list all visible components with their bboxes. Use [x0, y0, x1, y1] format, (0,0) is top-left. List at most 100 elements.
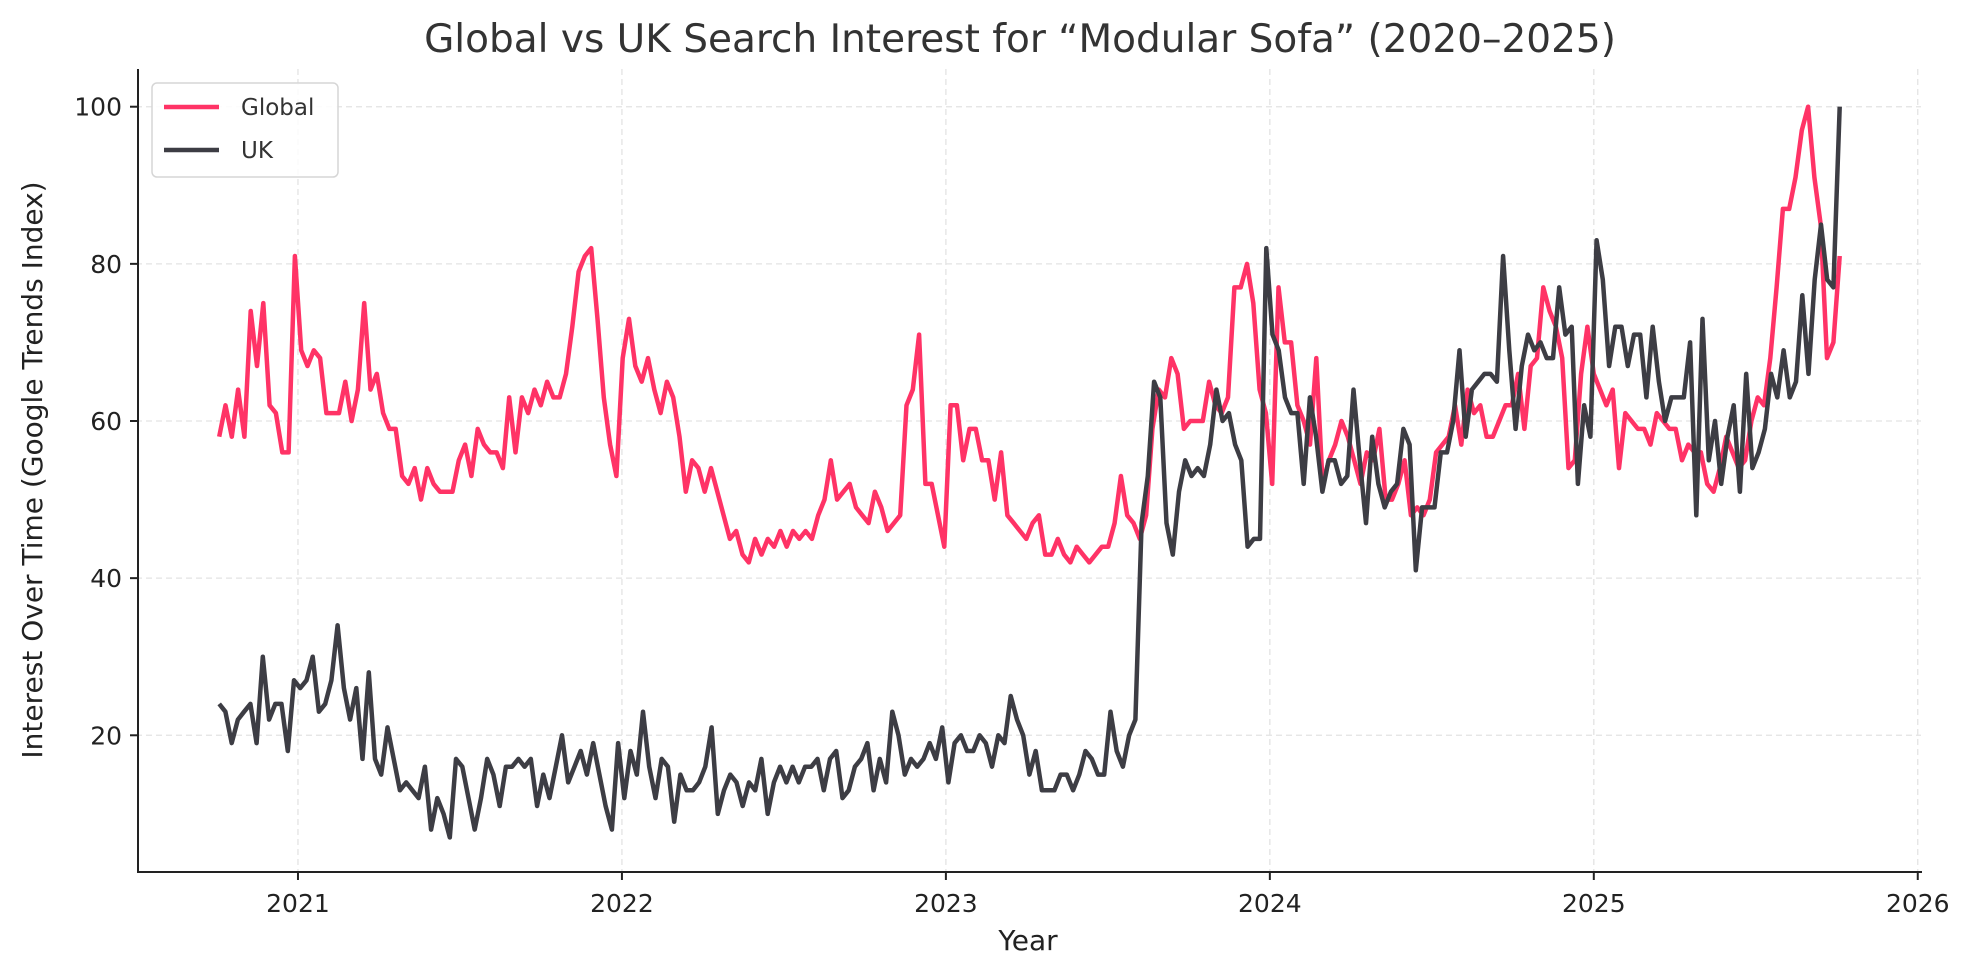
data-point: [865, 741, 869, 745]
data-point: [516, 757, 520, 761]
data-point: [1152, 380, 1156, 384]
data-point: [1018, 529, 1022, 533]
data-point: [1233, 443, 1237, 447]
data-point: [514, 450, 518, 454]
data-point: [1302, 482, 1306, 486]
data-point: [1607, 364, 1611, 368]
data-point: [1491, 435, 1495, 439]
data-point: [273, 702, 277, 706]
data-point: [1077, 773, 1081, 777]
data-point: [1831, 285, 1835, 289]
data-point: [1623, 411, 1627, 415]
data-point: [404, 780, 408, 784]
data-point: [647, 765, 651, 769]
grid: [136, 69, 1921, 872]
data-point: [1037, 513, 1041, 517]
data-point: [1705, 482, 1709, 486]
data-point: [479, 796, 483, 800]
data-point: [1485, 435, 1489, 439]
data-point: [1428, 498, 1432, 502]
data-point: [965, 749, 969, 753]
data-point: [343, 380, 347, 384]
data-point: [526, 411, 530, 415]
data-point: [1040, 788, 1044, 792]
data-point: [1190, 474, 1194, 478]
data-point: [287, 450, 291, 454]
data-point: [622, 796, 626, 800]
data-point: [978, 733, 982, 737]
data-point: [1034, 749, 1038, 753]
data-point: [454, 757, 458, 761]
data-point: [785, 545, 789, 549]
data-point: [835, 498, 839, 502]
data-point: [1132, 521, 1136, 525]
data-point: [1831, 340, 1835, 344]
x-axis-label: Year: [997, 924, 1058, 957]
data-point: [1214, 388, 1218, 392]
data-point: [928, 741, 932, 745]
data-point: [691, 788, 695, 792]
data-point: [1314, 435, 1318, 439]
data-point: [1775, 285, 1779, 289]
data-point: [1395, 482, 1399, 486]
data-point: [435, 796, 439, 800]
data-point: [1031, 521, 1035, 525]
data-point: [577, 270, 581, 274]
data-point: [1158, 395, 1162, 399]
data-point: [1352, 458, 1356, 462]
data-point: [1451, 419, 1455, 423]
data-point: [678, 435, 682, 439]
data-point: [778, 765, 782, 769]
series-layer: [216, 104, 1842, 840]
data-point: [425, 466, 429, 470]
data-point: [629, 749, 633, 753]
data-point: [1003, 741, 1007, 745]
data-point: [616, 741, 620, 745]
data-point: [551, 395, 555, 399]
data-point: [766, 537, 770, 541]
data-point: [448, 835, 452, 839]
data-point: [1576, 482, 1580, 486]
x-tick-label: 2025: [1562, 889, 1626, 918]
data-point: [847, 788, 851, 792]
data-point: [1264, 246, 1268, 250]
data-point: [230, 741, 234, 745]
data-point: [741, 804, 745, 808]
data-point: [1046, 788, 1050, 792]
data-point: [573, 765, 577, 769]
data-point: [810, 537, 814, 541]
data-point: [268, 403, 272, 407]
data-point: [1579, 372, 1583, 376]
data-point: [356, 388, 360, 392]
data-point: [1782, 348, 1786, 352]
data-point: [1251, 301, 1255, 305]
data-point: [1340, 419, 1344, 423]
data-point: [1535, 356, 1539, 360]
data-point: [539, 403, 543, 407]
data-point: [1522, 427, 1526, 431]
data-point: [1694, 513, 1698, 517]
data-point: [280, 702, 284, 706]
data-point: [922, 757, 926, 761]
data-point: [1719, 482, 1723, 486]
data-point: [892, 521, 896, 525]
data-point: [1283, 340, 1287, 344]
data-point: [1763, 427, 1767, 431]
data-point: [274, 411, 278, 415]
data-point: [1688, 340, 1692, 344]
data-point: [329, 678, 333, 682]
data-point: [1127, 733, 1131, 737]
data-point: [1252, 537, 1256, 541]
data-point: [1102, 773, 1106, 777]
data-point: [1732, 403, 1736, 407]
data-point: [1470, 388, 1474, 392]
data-point: [1657, 380, 1661, 384]
data-point: [1707, 458, 1711, 462]
data-point: [1302, 419, 1306, 423]
data-point: [940, 725, 944, 729]
data-point: [1125, 513, 1129, 517]
data-point: [659, 411, 663, 415]
data-point: [1794, 175, 1798, 179]
data-point: [1005, 513, 1009, 517]
data-point: [1207, 380, 1211, 384]
